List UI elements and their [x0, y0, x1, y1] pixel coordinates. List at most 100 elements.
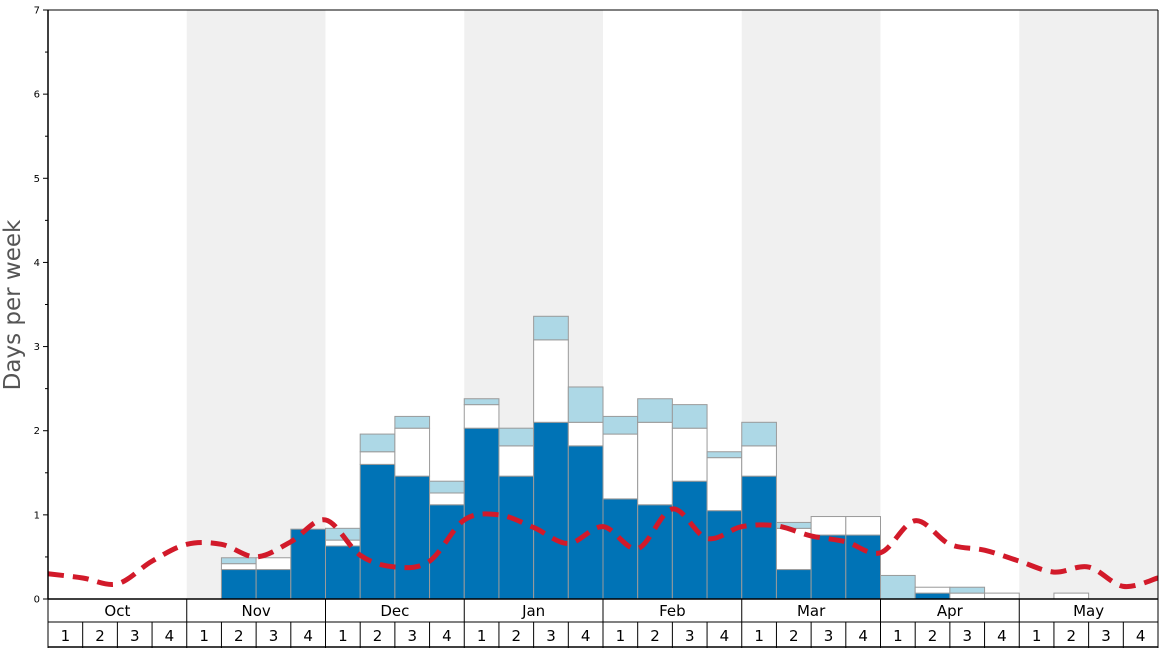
week-label: 3 — [685, 627, 695, 645]
week-label: 4 — [720, 627, 730, 645]
week-label: 1 — [199, 627, 209, 645]
bar-white-22 — [810, 516, 847, 536]
bar-dark-17 — [637, 504, 673, 600]
bar-white-13 — [498, 445, 535, 477]
bar-light-5 — [220, 557, 257, 565]
bar-dark-5 — [220, 569, 257, 600]
bar-white-6 — [255, 557, 292, 571]
week-label: 2 — [1067, 627, 1077, 645]
bar-dark-9 — [359, 463, 396, 600]
bar-light-20 — [741, 421, 777, 447]
bar-light-11 — [429, 480, 465, 494]
bar-light-17 — [637, 398, 673, 423]
month-label-oct: Oct — [104, 602, 130, 620]
month-label-nov: Nov — [241, 602, 270, 620]
week-label: 3 — [546, 627, 556, 645]
month-label-may: May — [1073, 602, 1104, 620]
week-label: 2 — [928, 627, 938, 645]
y-axis-label: Days per week — [0, 219, 26, 390]
bar-white-20 — [741, 445, 777, 477]
x-axis-table: Oct 1 2 3 4 Nov 1 2 3 4 Dec 1 2 3 4 Jan 1 2 3 4 Feb 1 2 3 4 Mar 1 2… — [47, 598, 1159, 648]
bar-white-26 — [949, 592, 986, 600]
bar-white-9 — [359, 451, 396, 465]
week-label: 4 — [165, 627, 175, 645]
week-label: 1 — [338, 627, 348, 645]
stacked-bars — [220, 315, 1090, 600]
y-tick-label: 2 — [34, 426, 40, 437]
bar-light-14 — [533, 315, 569, 341]
bar-white-17 — [637, 421, 673, 506]
average-line-path — [47, 506, 1159, 590]
week-label: 1 — [893, 627, 903, 645]
week-label: 3 — [824, 627, 834, 645]
bar-dark-20 — [741, 475, 777, 600]
bar-dark-7 — [290, 528, 326, 600]
bar-white-19 — [706, 457, 743, 512]
month-label-feb: Feb — [659, 602, 686, 620]
bar-dark-6 — [255, 569, 292, 600]
bar-white-18 — [671, 427, 708, 482]
week-label: 2 — [789, 627, 799, 645]
bar-dark-8 — [325, 545, 361, 600]
y-tick-label: 4 — [34, 258, 40, 269]
average-line — [47, 506, 1159, 590]
week-label: 3 — [269, 627, 279, 645]
bar-white-5 — [220, 563, 257, 571]
bar-light-16 — [602, 415, 639, 435]
bar-white-14 — [533, 339, 569, 423]
bar-dark-16 — [602, 498, 639, 600]
week-label: 3 — [407, 627, 417, 645]
bar-white-16 — [602, 433, 639, 500]
y-tick-label: 6 — [34, 90, 40, 101]
bar-dark-14 — [533, 421, 569, 600]
bar-white-8 — [325, 539, 361, 547]
bar-dark-15 — [567, 445, 604, 600]
bar-white-25 — [914, 586, 951, 594]
y-tick-label: 0 — [34, 595, 40, 606]
week-label: 2 — [650, 627, 660, 645]
bar-dark-22 — [810, 534, 847, 600]
month-shade-may — [1019, 10, 1158, 599]
week-label: 3 — [130, 627, 140, 645]
y-tick-label: 3 — [34, 342, 40, 353]
bar-light-12 — [463, 398, 500, 406]
week-label: 4 — [303, 627, 313, 645]
week-label: 4 — [997, 627, 1007, 645]
bar-dark-25 — [914, 592, 951, 600]
bar-light-9 — [359, 433, 396, 453]
week-label: 1 — [1032, 627, 1042, 645]
week-label: 1 — [754, 627, 764, 645]
month-shading — [186, 10, 1158, 599]
week-label: 4 — [581, 627, 591, 645]
bar-white-11 — [429, 492, 465, 506]
y-axis: 0 1 2 3 4 5 6 7 — [34, 6, 1159, 606]
bar-light-15 — [567, 386, 604, 423]
week-label: 4 — [442, 627, 452, 645]
bar-light-10 — [394, 415, 431, 429]
month-label-jan: Jan — [521, 602, 545, 620]
bar-dark-13 — [498, 475, 535, 600]
bar-white-15 — [567, 421, 604, 447]
week-label: 2 — [373, 627, 383, 645]
week-label: 1 — [477, 627, 487, 645]
bar-light-18 — [671, 404, 708, 429]
week-label: 4 — [1136, 627, 1146, 645]
y-tick-label: 5 — [34, 174, 40, 185]
bar-dark-23 — [845, 534, 881, 600]
month-label-apr: Apr — [937, 602, 964, 620]
week-label: 1 — [616, 627, 626, 645]
week-label: 3 — [962, 627, 972, 645]
week-label: 3 — [1101, 627, 1111, 645]
bar-light-13 — [498, 427, 535, 447]
week-label: 2 — [512, 627, 522, 645]
month-shade-nov — [186, 10, 326, 599]
month-label-dec: Dec — [380, 602, 409, 620]
bar-white-10 — [394, 427, 431, 477]
bar-white-12 — [463, 404, 500, 429]
week-label: 1 — [61, 627, 71, 645]
y-tick-label: 7 — [34, 6, 40, 17]
bar-light-19 — [706, 451, 743, 459]
week-label: 2 — [95, 627, 105, 645]
bar-white-23 — [845, 516, 881, 536]
